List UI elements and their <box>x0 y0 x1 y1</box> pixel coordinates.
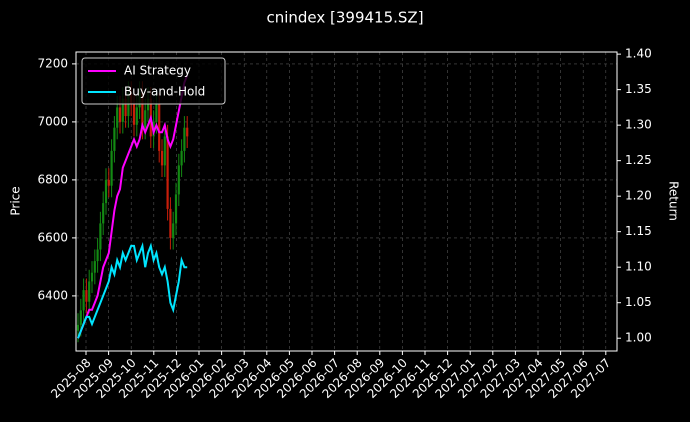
plot-frame <box>75 51 618 352</box>
y-tick-label: 7200 <box>37 56 68 70</box>
legend-label: AI Strategy <box>124 64 191 78</box>
candle-body <box>186 127 189 137</box>
candle-body <box>107 179 110 186</box>
candle-body <box>90 272 94 282</box>
candle-body <box>99 223 102 250</box>
y-tick-label: 6800 <box>37 172 68 186</box>
candle-body <box>155 104 158 122</box>
candle-body <box>113 127 116 151</box>
candle-body <box>121 98 124 122</box>
chart-title: cnindex [399415.SZ] <box>266 9 423 27</box>
y2-tick-label: 1.15 <box>625 224 652 238</box>
y-tick-label: 7000 <box>37 114 68 128</box>
candle-body <box>141 92 144 128</box>
candle-body <box>93 261 96 273</box>
candle-body <box>166 136 169 209</box>
y2-tick-label: 1.35 <box>625 82 652 96</box>
candle-body <box>180 150 183 166</box>
candle-body <box>118 107 122 122</box>
candle-body <box>163 136 166 166</box>
candle-body <box>116 107 119 128</box>
candle-body <box>82 290 85 311</box>
candle-body <box>79 310 82 325</box>
candle-body <box>124 98 127 117</box>
y2-tick-label: 1.25 <box>625 153 652 167</box>
y2-tick-label: 1.40 <box>625 47 652 61</box>
legend-label: Buy-and-Hold <box>124 85 205 99</box>
candle-body <box>85 290 88 302</box>
candle-body <box>158 104 161 151</box>
candle-body <box>110 150 113 186</box>
y2-tick-label: 1.20 <box>625 189 652 203</box>
y-tick-label: 6400 <box>37 288 68 302</box>
candle-body <box>177 165 180 195</box>
legend-box <box>81 57 226 105</box>
candle-body <box>135 107 138 125</box>
candle-body <box>172 223 175 238</box>
y-axis-label: Price <box>9 186 23 215</box>
y2-tick-label: 1.00 <box>625 331 652 345</box>
series-line <box>77 241 188 339</box>
series-line <box>77 75 189 339</box>
y2-tick-label: 1.10 <box>625 260 652 274</box>
y2-tick-label: 1.05 <box>625 295 652 309</box>
candle-body <box>104 179 108 204</box>
y-tick-label: 6600 <box>37 230 68 244</box>
candle-body <box>144 110 147 128</box>
candle-body <box>160 150 164 166</box>
candle-body <box>169 208 172 238</box>
plot <box>76 75 189 343</box>
candle-body <box>132 104 136 125</box>
y2-axis-label: Return <box>667 181 681 221</box>
candle-body <box>96 249 99 262</box>
y2-tick-label: 1.30 <box>625 118 652 132</box>
candle-body <box>174 194 178 224</box>
candle-body <box>102 203 105 224</box>
candle-body <box>88 281 91 302</box>
candle-body <box>183 127 186 151</box>
candle-body <box>76 324 80 331</box>
